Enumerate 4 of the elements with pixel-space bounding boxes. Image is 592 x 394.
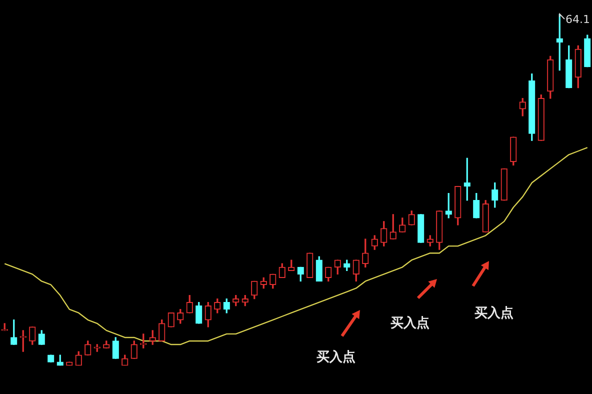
annotation: 买入点 <box>390 314 430 332</box>
annotation: 买入点 <box>316 348 356 366</box>
annotation: 买入点 <box>474 304 514 322</box>
annotation: 64.1 <box>566 12 590 26</box>
